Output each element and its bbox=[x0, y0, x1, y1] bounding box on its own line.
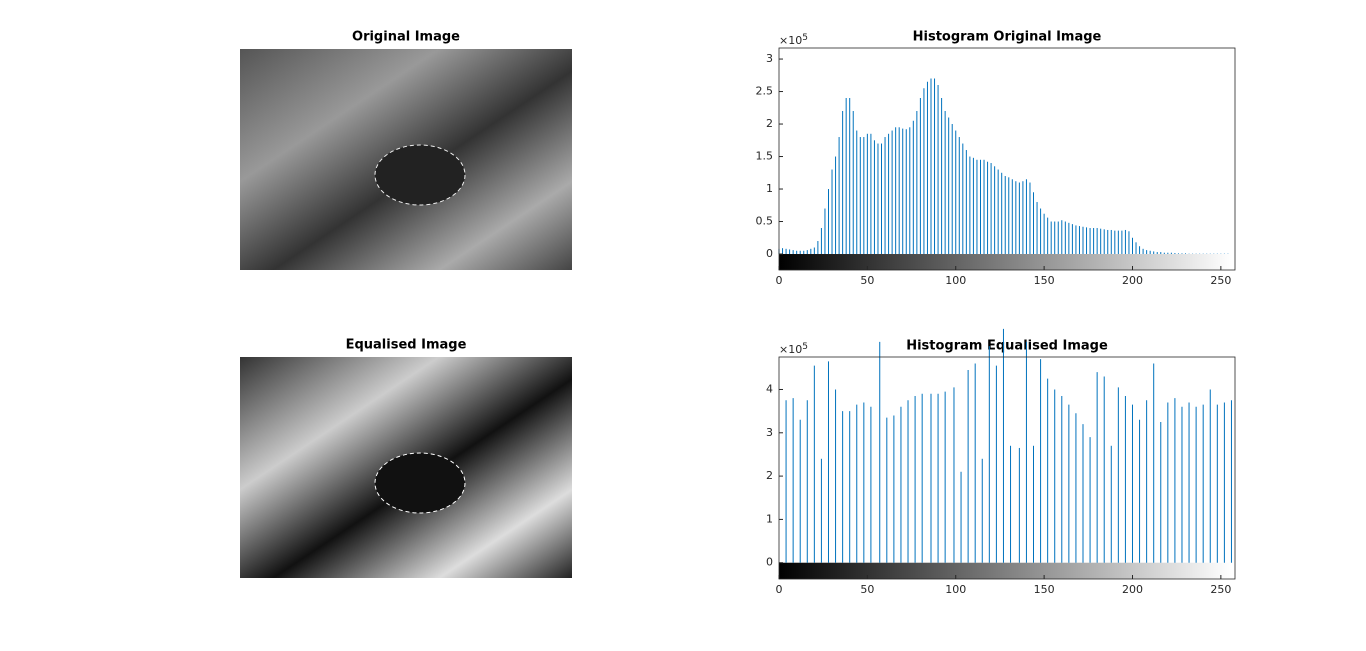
x-tick-label: 100 bbox=[945, 583, 966, 596]
y-multiplier-base: ×10 bbox=[779, 343, 802, 356]
x-tick-label: 0 bbox=[776, 583, 783, 596]
x-tick-label: 200 bbox=[1122, 274, 1143, 287]
x-tick-label: 250 bbox=[1210, 274, 1231, 287]
x-tick-label: 150 bbox=[1034, 274, 1055, 287]
y-tick-label: 3 bbox=[766, 52, 773, 65]
x-tick-label: 50 bbox=[860, 274, 874, 287]
y-multiplier-base: ×10 bbox=[779, 34, 802, 47]
y-tick-label: 1 bbox=[766, 182, 773, 195]
x-tick-label: 200 bbox=[1122, 583, 1143, 596]
y-tick-label: 2 bbox=[766, 117, 773, 130]
axes-background bbox=[779, 48, 1235, 270]
y-tick-label: 3 bbox=[766, 426, 773, 439]
image-original bbox=[240, 49, 572, 270]
colorbar bbox=[779, 254, 1232, 270]
y-tick-label: 2 bbox=[766, 469, 773, 482]
axes-box bbox=[778, 356, 1236, 580]
image-equalised bbox=[240, 357, 572, 578]
axes-box bbox=[778, 47, 1236, 271]
x-tick-label: 50 bbox=[860, 583, 874, 596]
butterfly bbox=[374, 452, 466, 514]
image-title: Equalised Image bbox=[346, 338, 467, 353]
y-tick-label: 0 bbox=[766, 556, 773, 569]
x-tick-label: 100 bbox=[945, 274, 966, 287]
y-tick-label: 0 bbox=[766, 247, 773, 260]
y-multiplier-power: 5 bbox=[802, 342, 808, 352]
y-multiplier: ×105 bbox=[779, 342, 808, 357]
x-tick-label: 250 bbox=[1210, 583, 1231, 596]
axes-background bbox=[779, 357, 1235, 579]
image-title: Original Image bbox=[352, 30, 460, 45]
colorbar bbox=[779, 562, 1232, 579]
butterfly bbox=[374, 144, 466, 206]
x-tick-label: 150 bbox=[1034, 583, 1055, 596]
y-tick-label: 1 bbox=[766, 512, 773, 525]
chart-title: Histogram Original Image bbox=[913, 30, 1102, 45]
y-multiplier-power: 5 bbox=[802, 33, 808, 43]
y-tick-label: 2.5 bbox=[756, 85, 774, 98]
chart-title: Histogram Equalised Image bbox=[906, 339, 1108, 354]
y-multiplier: ×105 bbox=[779, 33, 808, 48]
x-tick-label: 0 bbox=[776, 274, 783, 287]
y-tick-label: 4 bbox=[766, 382, 773, 395]
y-tick-label: 0.5 bbox=[756, 215, 774, 228]
y-tick-label: 1.5 bbox=[756, 150, 774, 163]
